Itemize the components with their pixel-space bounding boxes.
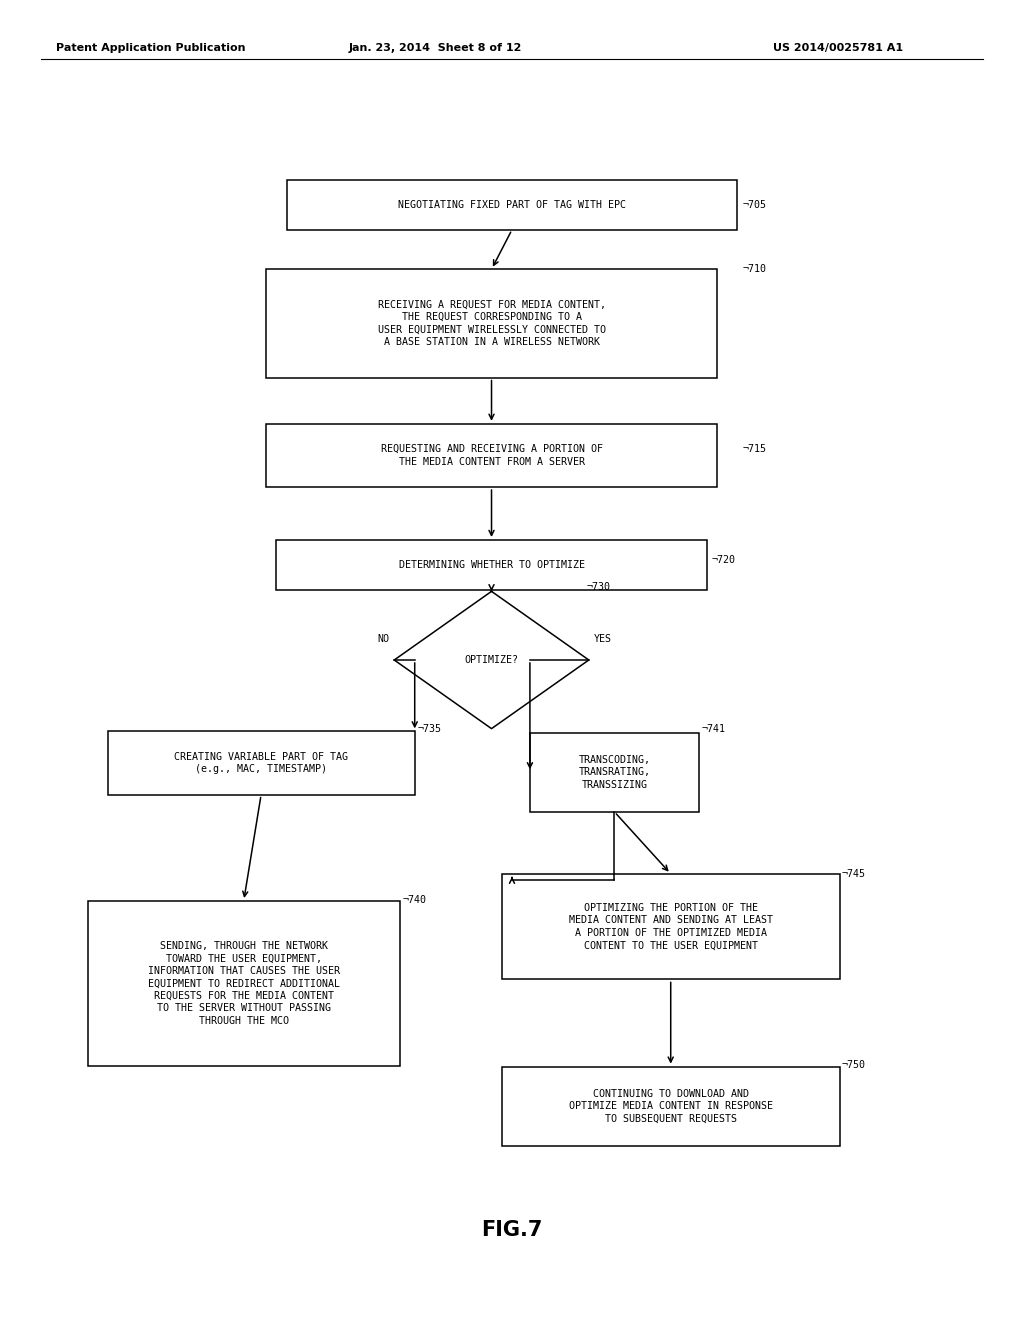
Text: ¬715: ¬715 [742, 444, 766, 454]
Bar [502, 874, 840, 979]
Bar [266, 424, 717, 487]
Text: ¬741: ¬741 [701, 723, 725, 734]
Text: ¬710: ¬710 [742, 264, 766, 275]
Text: ¬730: ¬730 [587, 582, 610, 593]
Text: YES: YES [594, 634, 612, 644]
Bar [530, 733, 698, 812]
Text: ¬750: ¬750 [842, 1060, 865, 1071]
Text: ¬705: ¬705 [742, 199, 766, 210]
Text: SENDING, THROUGH THE NETWORK
TOWARD THE USER EQUIPMENT,
INFORMATION THAT CAUSES : SENDING, THROUGH THE NETWORK TOWARD THE … [147, 941, 340, 1026]
Bar [266, 269, 717, 378]
Text: Jan. 23, 2014  Sheet 8 of 12: Jan. 23, 2014 Sheet 8 of 12 [348, 42, 522, 53]
Text: FIG.7: FIG.7 [481, 1220, 543, 1241]
Text: TRANSCODING,
TRANSRATING,
TRANSSIZING: TRANSCODING, TRANSRATING, TRANSSIZING [579, 755, 650, 789]
Text: CONTINUING TO DOWNLOAD AND
OPTIMIZE MEDIA CONTENT IN RESPONSE
TO SUBSEQUENT REQU: CONTINUING TO DOWNLOAD AND OPTIMIZE MEDI… [568, 1089, 773, 1123]
Bar [276, 540, 707, 590]
Text: CREATING VARIABLE PART OF TAG
(e.g., MAC, TIMESTAMP): CREATING VARIABLE PART OF TAG (e.g., MAC… [174, 752, 348, 774]
Text: Patent Application Publication: Patent Application Publication [56, 42, 246, 53]
Bar [287, 180, 737, 230]
Text: OPTIMIZE?: OPTIMIZE? [465, 655, 518, 665]
Text: OPTIMIZING THE PORTION OF THE
MEDIA CONTENT AND SENDING AT LEAST
A PORTION OF TH: OPTIMIZING THE PORTION OF THE MEDIA CONT… [568, 903, 773, 950]
Text: ¬740: ¬740 [402, 895, 426, 906]
Text: RECEIVING A REQUEST FOR MEDIA CONTENT,
THE REQUEST CORRESPONDING TO A
USER EQUIP: RECEIVING A REQUEST FOR MEDIA CONTENT, T… [378, 300, 605, 347]
Text: US 2014/0025781 A1: US 2014/0025781 A1 [773, 42, 903, 53]
Text: ¬735: ¬735 [418, 723, 441, 734]
Text: NEGOTIATING FIXED PART OF TAG WITH EPC: NEGOTIATING FIXED PART OF TAG WITH EPC [398, 199, 626, 210]
Text: ¬720: ¬720 [712, 554, 735, 565]
Text: NO: NO [377, 634, 389, 644]
Bar [502, 1067, 840, 1146]
Bar [108, 731, 415, 795]
Text: DETERMINING WHETHER TO OPTIMIZE: DETERMINING WHETHER TO OPTIMIZE [398, 560, 585, 570]
Text: REQUESTING AND RECEIVING A PORTION OF
THE MEDIA CONTENT FROM A SERVER: REQUESTING AND RECEIVING A PORTION OF TH… [381, 445, 602, 466]
Bar [87, 900, 399, 1067]
Text: ¬745: ¬745 [842, 869, 865, 879]
